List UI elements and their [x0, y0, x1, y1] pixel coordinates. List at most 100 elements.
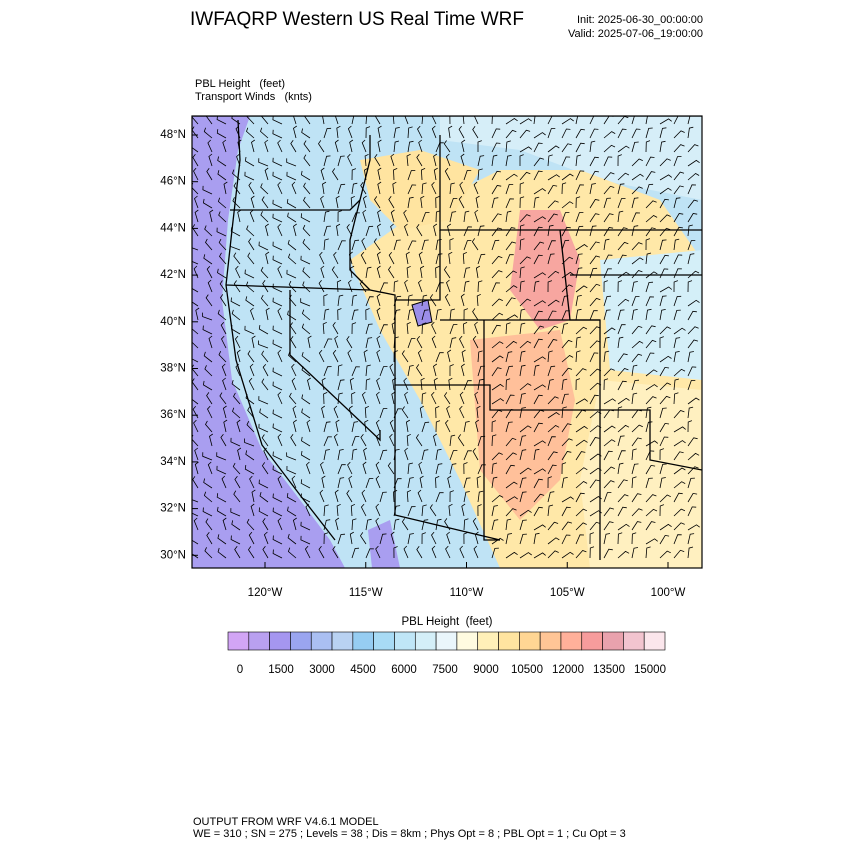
wind-barb: [336, 125, 341, 139]
wind-barb: [349, 531, 354, 545]
wind-barb: [301, 366, 311, 377]
wind-barb: [589, 170, 599, 181]
wind-barb: [673, 451, 684, 461]
wind-barb: [301, 309, 311, 321]
wind-barb: [335, 517, 340, 531]
wind-barb: [405, 419, 411, 433]
wind-barb: [375, 545, 381, 559]
wind-barb: [265, 223, 269, 237]
wind-barb: [205, 116, 213, 125]
wind-barb: [348, 475, 353, 489]
wind-barb: [375, 517, 381, 531]
wind-barb: [393, 168, 398, 181]
wind-barb: [323, 238, 329, 251]
wind-barb: [286, 465, 297, 475]
wind-barb: [289, 322, 297, 335]
wind-barb: [323, 210, 330, 223]
wind-barb: [393, 350, 398, 363]
wind-barb: [232, 197, 241, 209]
wind-barb: [589, 241, 600, 251]
wind-barb: [258, 423, 269, 433]
wind-barb: [519, 224, 525, 237]
ocean-region: [192, 116, 345, 568]
wind-barb: [260, 211, 269, 223]
wind-barb: [393, 478, 402, 489]
wind-barb: [589, 411, 602, 419]
wind-barb: [673, 226, 683, 237]
wind-barb: [459, 335, 465, 349]
wind-barb: [505, 210, 512, 223]
wind-barb: [379, 324, 388, 335]
wind-barb: [603, 409, 614, 419]
colorbar-title: PBL Height (feet): [402, 616, 493, 628]
wind-barb: [418, 279, 423, 293]
wind-barb: [431, 116, 437, 125]
wind-barb: [631, 281, 638, 293]
wind-barb: [337, 477, 345, 489]
wind-barb: [417, 125, 423, 139]
wind-barb: [463, 280, 470, 293]
wind-barb: [463, 462, 468, 475]
wind-barb: [519, 350, 526, 363]
wind-barb: [435, 476, 440, 489]
wind-barb: [418, 251, 423, 265]
wind-barb: [547, 425, 560, 433]
wind-barb: [301, 128, 311, 139]
wind-barb: [561, 462, 567, 475]
colorbar-label: 4500: [350, 664, 376, 676]
wind-barb: [337, 379, 345, 391]
wind-barb: [533, 132, 546, 139]
wind-barb: [589, 213, 600, 223]
colorbar-box: [310, 631, 333, 651]
wind-barb: [673, 410, 685, 419]
wind-barb: [589, 128, 599, 139]
wind-barb: [474, 531, 479, 545]
wind-barb: [216, 465, 227, 475]
wind-barb: [589, 199, 600, 209]
wind-barb: [361, 139, 367, 153]
wind-barb: [192, 153, 199, 167]
wind-barb: [421, 421, 430, 433]
wind-barb: [589, 437, 600, 447]
wind-barb: [192, 147, 199, 153]
colorbar-label: 3000: [309, 664, 335, 676]
wind-barb: [477, 225, 485, 237]
wind-barb: [474, 391, 479, 405]
wind-barb: [251, 139, 256, 153]
wind-barb: [519, 435, 527, 447]
wind-barb: [272, 409, 283, 419]
wind-barb: [631, 270, 643, 279]
wind-barb: [631, 493, 642, 503]
wind-barb: [359, 280, 367, 293]
wind-barb: [687, 159, 700, 167]
wind-barb: [291, 363, 297, 377]
wind-barb: [277, 391, 283, 405]
wind-barb: [375, 503, 381, 517]
wind-barb: [519, 118, 532, 125]
wind-barb: [351, 322, 357, 335]
wind-barb: [192, 476, 199, 489]
wind-barb: [272, 367, 283, 377]
wind-barb: [319, 251, 325, 265]
colorbar-box: [269, 631, 291, 651]
wind-barb: [547, 537, 560, 545]
wind-barb: [519, 340, 532, 349]
wind-barb: [231, 379, 241, 391]
wind-barb: [379, 533, 387, 545]
colorbar-box: [435, 631, 458, 651]
wind-barb: [505, 340, 518, 349]
wind-barb: [458, 125, 465, 139]
wind-barb: [603, 268, 612, 279]
wind-barb: [390, 223, 395, 237]
wind-barb: [505, 365, 514, 377]
wind-barb: [463, 477, 471, 489]
wind-barb: [443, 140, 451, 153]
wind-barb: [364, 405, 370, 419]
wind-barb: [192, 553, 199, 559]
wind-barb: [505, 533, 513, 545]
wind-barb: [547, 325, 559, 335]
wind-barb: [264, 167, 269, 181]
wind-barb: [547, 504, 554, 517]
wind-barb: [575, 522, 587, 531]
wind-barb: [277, 349, 283, 363]
